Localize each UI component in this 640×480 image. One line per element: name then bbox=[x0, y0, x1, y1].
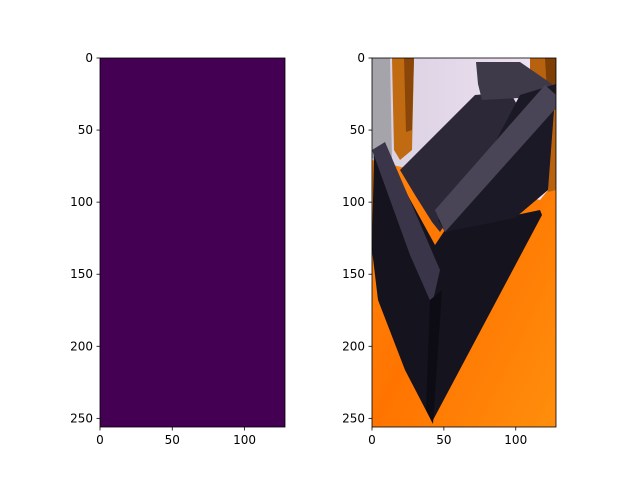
left-x-tick-label: 50 bbox=[165, 433, 180, 447]
right-y-tick-label: 50 bbox=[350, 123, 365, 137]
right-x-tick-label: 50 bbox=[436, 433, 451, 447]
right-y-axis: 0 50 100 150 200 250 bbox=[342, 51, 372, 425]
sofa-seat bbox=[400, 92, 520, 232]
sofa-arm-left bbox=[372, 142, 440, 305]
right-subplot: 0 50 100 150 200 250 0 50 100 bbox=[342, 51, 557, 447]
sofa-arm-right bbox=[435, 85, 556, 232]
left-y-tick-label: 0 bbox=[85, 51, 93, 65]
left-y-tick-label: 50 bbox=[78, 123, 93, 137]
left-x-tick-label: 100 bbox=[233, 433, 256, 447]
right-rendered-image bbox=[372, 58, 556, 427]
left-heatmap-image bbox=[100, 58, 285, 427]
grey-wall-strip bbox=[372, 58, 392, 160]
left-y-tick-label: 250 bbox=[70, 411, 93, 425]
left-subplot: 0 50 100 150 200 250 0 50 100 bbox=[70, 51, 286, 447]
left-x-axis: 0 50 100 bbox=[96, 427, 256, 447]
right-x-axis: 0 50 100 bbox=[368, 427, 527, 447]
wooden-post-left-shade bbox=[404, 58, 414, 132]
sofa-leg-bottom bbox=[426, 290, 442, 424]
right-x-tick-label: 100 bbox=[504, 433, 527, 447]
left-axes-frame bbox=[99, 57, 286, 428]
left-y-tick-label: 200 bbox=[70, 339, 93, 353]
left-y-tick-label: 150 bbox=[70, 267, 93, 281]
left-y-tick-label: 100 bbox=[70, 195, 93, 209]
right-y-tick-label: 150 bbox=[342, 267, 365, 281]
right-axes-frame bbox=[371, 57, 557, 428]
left-x-tick-label: 0 bbox=[96, 433, 104, 447]
right-y-tick-label: 100 bbox=[342, 195, 365, 209]
right-y-tick-label: 0 bbox=[357, 51, 365, 65]
right-y-tick-label: 200 bbox=[342, 339, 365, 353]
right-y-tick-label: 250 bbox=[342, 411, 365, 425]
left-y-axis: 0 50 100 150 200 250 bbox=[70, 51, 100, 425]
right-x-tick-label: 0 bbox=[368, 433, 376, 447]
